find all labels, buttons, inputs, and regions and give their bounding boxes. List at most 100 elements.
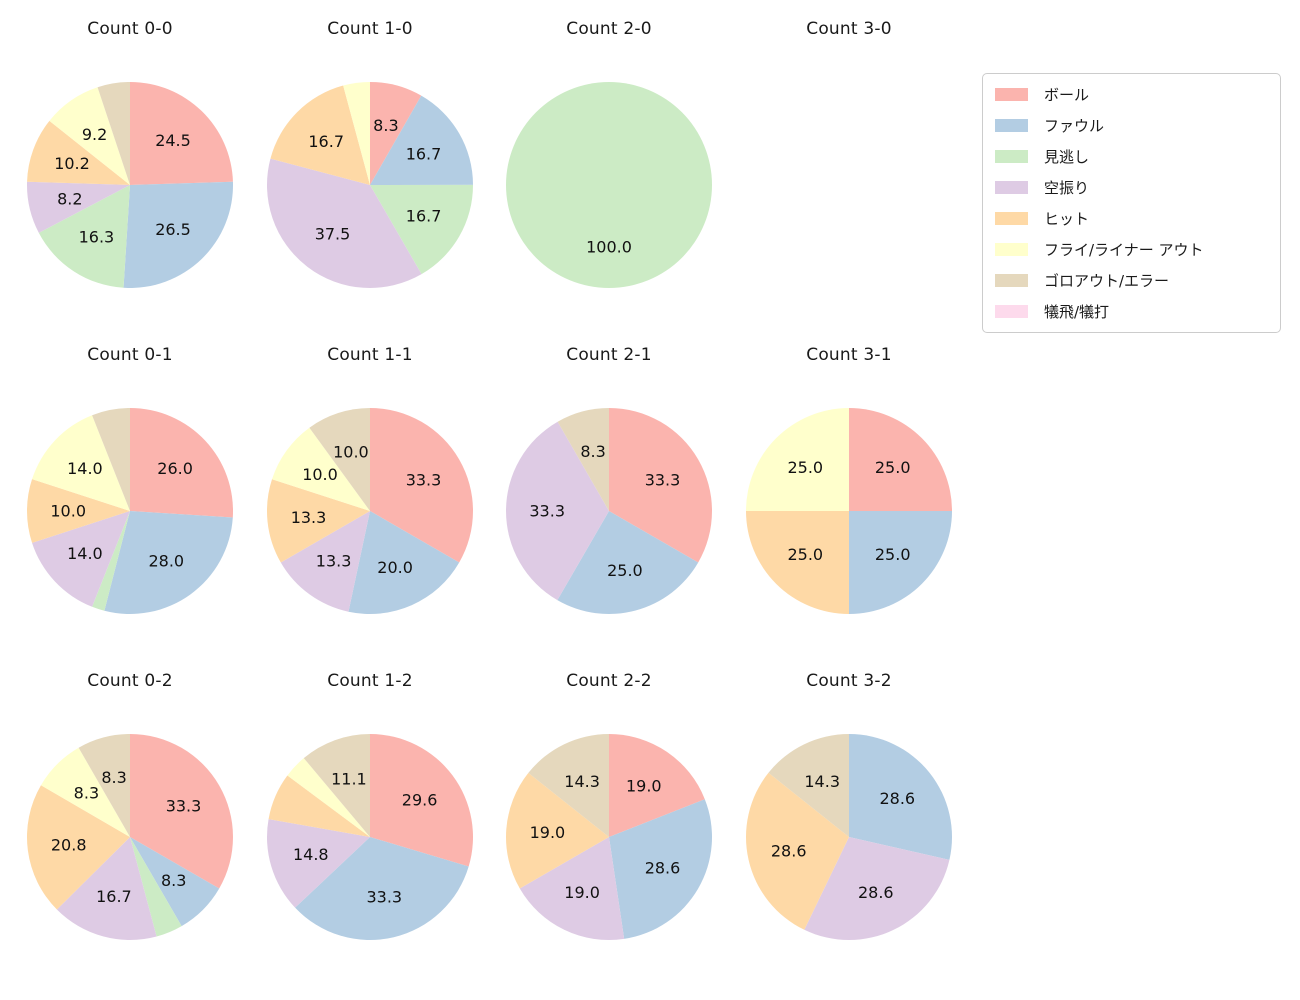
legend-item: 犠飛/犠打	[983, 296, 1280, 327]
slice-label: 26.0	[157, 459, 193, 478]
legend-swatch-hit	[995, 212, 1028, 225]
pie-slice	[557, 408, 609, 511]
slice-label: 16.7	[406, 206, 442, 225]
pie-slice	[768, 734, 849, 837]
pie-slice	[266, 479, 370, 563]
pie-count-1-1: 33.3 20.0 13.3 13.3 10.0 10.0	[265, 406, 475, 616]
slice-label: 11.1	[331, 769, 367, 788]
slice-label: 33.3	[406, 471, 442, 490]
subplot-count-2-2: Count 2-2 19.0 28.6 19.0 19.0 14.3	[489, 662, 729, 978]
chart-title: Count 0-2	[87, 671, 173, 691]
chart-title: Count 1-0	[327, 19, 413, 39]
legend-swatch-foul	[995, 119, 1028, 132]
pie-count-1-0: 8.3 16.7 16.7 37.5 16.7	[265, 80, 475, 290]
slice-label: 33.3	[529, 501, 565, 520]
slice-label: 24.5	[155, 131, 191, 150]
pie-count-3-1: 25.0 25.0 25.0 25.0	[744, 406, 954, 616]
legend: ボール ファウル 見逃し 空振り ヒット フライ/ライナー アウト ゴロアウト/…	[982, 73, 1281, 333]
pie-slice	[123, 181, 234, 289]
pie-slice	[104, 511, 233, 614]
legend-swatch-fly-liner-out	[995, 243, 1028, 256]
pie-slice	[309, 408, 370, 511]
slice-label: 9.2	[82, 125, 107, 144]
chart-title: Count 3-1	[806, 345, 892, 365]
subplot-count-0-0: Count 0-0 24.5 26.5 16.3 8.2 10.2 9.2	[10, 10, 250, 326]
slice-label: 8.3	[580, 442, 605, 461]
pie-slice	[49, 87, 130, 185]
slice-label: 16.7	[96, 887, 132, 906]
slice-label: 8.3	[373, 116, 398, 135]
legend-item: 見逃し	[983, 141, 1280, 172]
pie-count-1-2: 29.6 33.3 14.8 11.1	[265, 732, 475, 942]
pie-slice	[370, 82, 422, 185]
pie-slice	[26, 785, 130, 910]
slice-label: 20.0	[377, 558, 413, 577]
pie-slice	[268, 775, 370, 837]
subplot-count-1-2: Count 1-2 29.6 33.3 14.8 11.1	[250, 662, 490, 978]
pie-count-0-0: 24.5 26.5 16.3 8.2 10.2 9.2	[25, 80, 235, 290]
pie-slice	[130, 408, 234, 518]
slice-label: 26.5	[155, 220, 191, 239]
slice-label: 10.0	[333, 443, 369, 462]
slice-label: 100.0	[586, 237, 632, 256]
slice-label: 8.3	[101, 768, 126, 787]
pie-slice	[303, 734, 370, 837]
chart-title: Count 2-0	[566, 19, 652, 39]
legend-item: ファウル	[983, 110, 1280, 141]
pie-slice	[26, 181, 130, 233]
slice-label: 19.0	[626, 776, 662, 795]
slice-label: 8.2	[57, 189, 82, 208]
pie-slice	[26, 479, 131, 543]
pie-slice	[130, 837, 182, 937]
slice-label: 28.6	[858, 883, 894, 902]
pie-slice	[746, 408, 849, 511]
pie-slice	[519, 837, 625, 941]
legend-swatch-swinging-strike	[995, 181, 1028, 194]
pie-slice	[506, 82, 712, 288]
subplot-count-1-0: Count 1-0 8.3 16.7 16.7 37.5 16.7	[250, 10, 490, 326]
pie-count-2-1: 33.3 25.0 33.3 8.3	[504, 406, 714, 616]
slice-label: 25.0	[787, 458, 823, 477]
legend-label: ファウル	[1044, 117, 1105, 135]
pie-slice	[746, 511, 849, 614]
pie-slice	[56, 837, 157, 941]
legend-item: ボール	[983, 79, 1280, 110]
slice-label: 33.3	[645, 471, 681, 490]
slice-label: 28.6	[771, 841, 807, 860]
pie-slice	[38, 185, 130, 288]
legend-label: ボール	[1044, 86, 1090, 104]
slice-label: 25.0	[875, 545, 911, 564]
slice-label: 19.0	[530, 823, 566, 842]
pie-slice	[557, 511, 699, 614]
legend-label: ヒット	[1044, 210, 1090, 228]
pie-slice	[506, 421, 609, 601]
legend-item: ヒット	[983, 203, 1280, 234]
pie-slice	[78, 734, 130, 837]
subplot-count-0-2: Count 0-2 33.3 8.3 16.7 20.8 8.3 8.3	[10, 662, 250, 978]
subplot-count-3-0: Count 3-0	[729, 10, 969, 326]
pie-slice	[609, 734, 705, 837]
slice-label: 8.3	[161, 871, 186, 890]
slice-label: 16.7	[308, 132, 344, 151]
chart-title: Count 2-2	[566, 671, 652, 691]
pie-slice	[130, 837, 220, 927]
slice-label: 14.3	[804, 772, 840, 791]
pie-slice	[270, 85, 370, 185]
subplot-count-3-1: Count 3-1 25.0 25.0 25.0 25.0	[729, 336, 969, 652]
legend-swatch-groundout-error	[995, 274, 1028, 287]
pie-slice	[745, 772, 849, 930]
chart-title: Count 0-0	[87, 19, 173, 39]
slice-label: 37.5	[315, 225, 351, 244]
pie-slice	[32, 415, 130, 511]
pie-slice	[27, 120, 130, 185]
pie-slice	[609, 408, 712, 563]
slice-label: 16.3	[79, 227, 115, 246]
pie-slice	[849, 511, 952, 614]
chart-title: Count 1-2	[327, 671, 413, 691]
pie-slice	[370, 184, 474, 275]
pie-slice	[343, 82, 370, 185]
slice-label: 28.6	[879, 789, 915, 808]
slice-label: 29.6	[402, 791, 438, 810]
pie-slice	[287, 758, 370, 837]
